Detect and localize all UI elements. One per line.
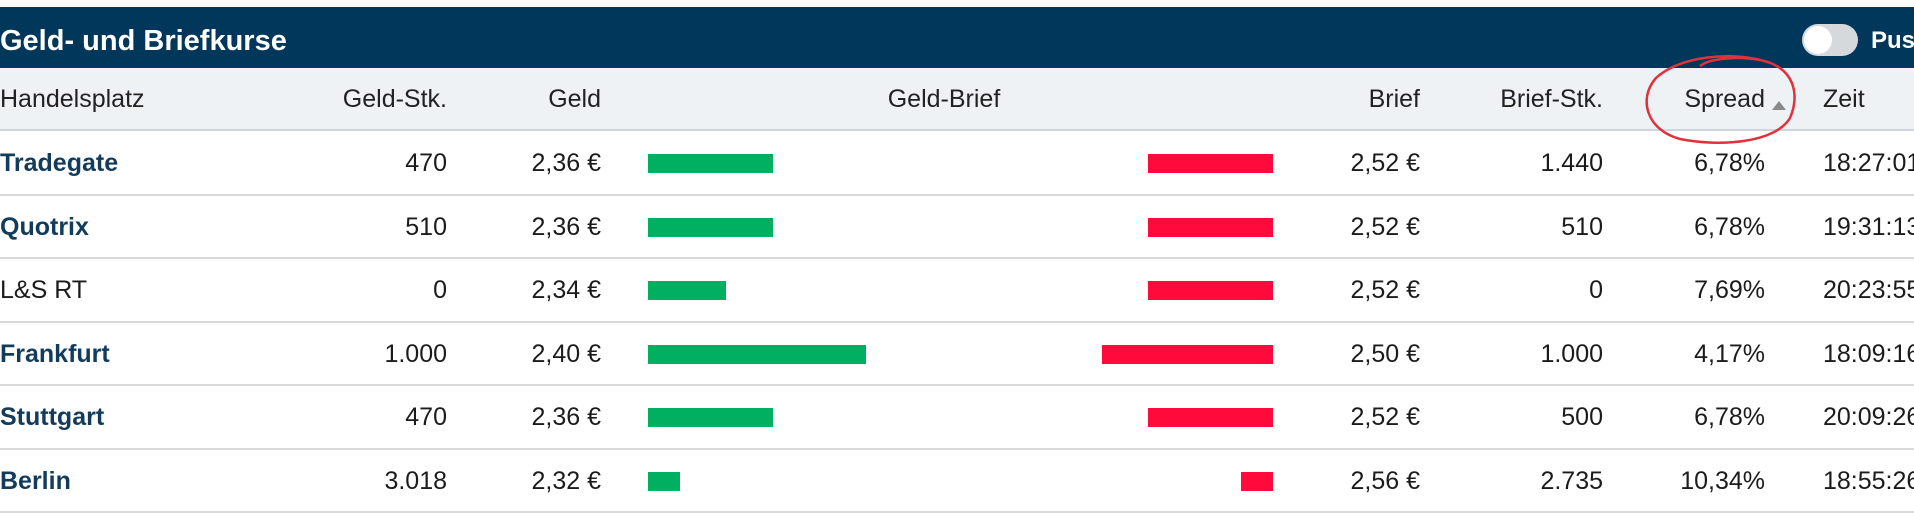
row-separator	[0, 257, 1914, 259]
brief-bar	[1148, 154, 1273, 173]
venue-name[interactable]: Berlin	[0, 466, 71, 495]
cell-geld: 2,36 €	[531, 149, 601, 177]
brief-bar	[1148, 217, 1273, 237]
cell-geld-stk: 470	[405, 403, 447, 431]
cell-spread: 7,69%	[1694, 276, 1765, 304]
cell-spread: 4,17%	[1694, 339, 1765, 368]
cell-brief: 2,52 €	[1350, 212, 1420, 241]
cell-brief: 2,52 €	[1350, 403, 1420, 431]
venue-name[interactable]: Frankfurt	[0, 339, 110, 368]
cell-zeit: 18:55:26	[1823, 466, 1914, 495]
cell-brief-stk: 500	[1561, 403, 1603, 431]
column-header: Brief	[1368, 85, 1420, 113]
brief-bar	[1148, 281, 1273, 300]
column-header: Handelsplatz	[0, 85, 145, 113]
cell-brief-stk: 1.000	[1540, 339, 1603, 368]
toggle-label: Push	[1871, 27, 1914, 54]
geld-bar	[648, 281, 727, 300]
cell-brief-stk: 1.440	[1540, 149, 1603, 177]
sort-indicator	[1772, 101, 1786, 110]
cell-spread: 6,78%	[1694, 403, 1765, 431]
cell-geld-stk: 1.000	[384, 339, 447, 368]
venue-name: L&S RT	[0, 276, 88, 304]
cell-brief-stk: 0	[1589, 276, 1603, 304]
cell-brief-stk: 2.735	[1540, 466, 1603, 495]
column-header-row: Handelsplatz Geld-Stk. Geld Geld-Brief Brief…	[0, 68, 1914, 131]
cell-geld: 2,34 €	[531, 276, 601, 304]
cell-zeit: 18:27:01	[1823, 149, 1914, 177]
cell-geld-stk: 0	[433, 276, 447, 304]
toggle-knob	[1804, 26, 1832, 54]
cell-brief: 2,52 €	[1350, 276, 1420, 304]
column-header: Zeit	[1823, 85, 1865, 113]
cell-spread: 6,78%	[1694, 149, 1765, 177]
cell-zeit: 20:09:26	[1823, 403, 1914, 431]
push-toggle[interactable]	[1802, 24, 1858, 56]
cell-zeit: 18:09:16	[1823, 339, 1914, 368]
geld-bar	[648, 471, 680, 491]
brief-bar	[1101, 344, 1273, 364]
row-separator	[0, 447, 1914, 450]
column-header: Geld-Brief	[887, 85, 1001, 113]
header-bar: Geld- und Briefkurse Push	[0, 7, 1914, 68]
cell-brief-stk: 510	[1561, 212, 1603, 241]
cell-geld: 2,40 €	[531, 339, 601, 368]
geld-bar	[648, 154, 773, 173]
cell-geld: 2,32 €	[531, 466, 601, 495]
cell-geld: 2,36 €	[531, 212, 601, 241]
row-separator	[0, 320, 1914, 323]
venue-name[interactable]: Quotrix	[0, 212, 89, 241]
brief-bar	[1148, 408, 1273, 427]
cell-brief: 2,56 €	[1350, 466, 1420, 495]
row-separator	[0, 193, 1914, 196]
cell-brief: 2,50 €	[1350, 339, 1420, 368]
column-header: Geld-Stk.	[342, 85, 447, 113]
cell-spread: 6,78%	[1694, 212, 1765, 241]
geld-bar	[648, 217, 773, 237]
venue-name[interactable]: Tradegate	[0, 149, 119, 177]
cell-geld-stk: 510	[405, 212, 447, 241]
geld-bar	[648, 408, 773, 427]
column-header: Spread	[1684, 85, 1765, 113]
geld-bar	[648, 344, 866, 364]
column-header: Brief-Stk.	[1500, 85, 1603, 113]
row-separator	[0, 384, 1914, 386]
cell-brief: 2,52 €	[1350, 149, 1420, 177]
cell-zeit: 20:23:55	[1823, 276, 1914, 304]
hand-drawn-circle	[1645, 55, 1796, 144]
cell-geld: 2,36 €	[531, 403, 601, 431]
venue-name[interactable]: Stuttgart	[0, 403, 105, 431]
cell-geld-stk: 3.018	[384, 466, 447, 495]
cell-zeit: 19:31:13	[1823, 212, 1914, 241]
cell-geld-stk: 470	[405, 149, 447, 177]
cell-spread: 10,34%	[1680, 466, 1765, 495]
column-header: Geld	[548, 85, 601, 113]
title: Geld- und Briefkurse	[0, 25, 287, 57]
brief-bar	[1241, 471, 1273, 491]
